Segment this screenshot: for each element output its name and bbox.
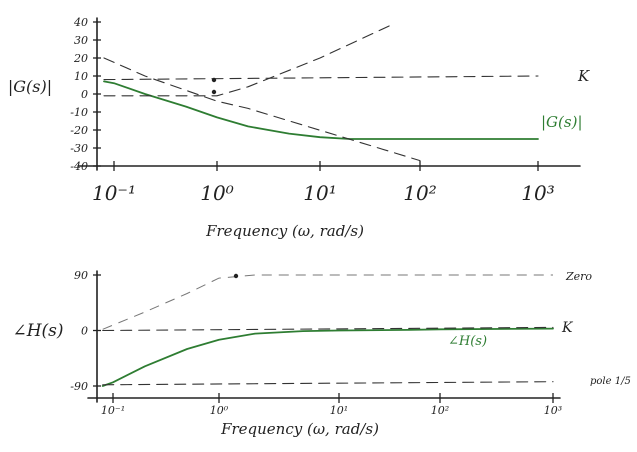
annotation-label: K	[577, 67, 590, 85]
annotation-label: |G(s)|	[541, 113, 583, 131]
y-tick-label: 30	[74, 34, 88, 47]
x-tick-label: 10⁰	[210, 404, 229, 417]
x-axis-title: Frequency (ω, rad/s)	[220, 420, 379, 438]
asymptote-line	[103, 57, 421, 162]
phase-plot: 90 0 -90 10⁻¹ 10⁰ 10¹ 10² 10³ Frequency (ω, rad/…	[12, 269, 630, 438]
asymptote-line	[102, 274, 553, 330]
response-curve	[101, 327, 554, 387]
x-tick-label: 10¹	[330, 404, 348, 417]
x-tick-label: 10⁻¹	[101, 404, 125, 417]
marker-dot	[233, 273, 239, 279]
y-tick-label: 90	[74, 269, 88, 282]
y-tick-label: 40	[73, 16, 88, 29]
marker-dot	[211, 77, 217, 83]
y-axis-title: |G(s)|	[8, 77, 52, 96]
x-tick-label: 10³	[544, 404, 562, 417]
x-tick-label: 10⁻¹	[92, 181, 136, 205]
y-tick-label: -40	[70, 160, 88, 173]
x-tick-label: 10⁰	[200, 181, 233, 205]
y-tick-label: -20	[70, 124, 88, 137]
annotation-label: Zero	[565, 270, 592, 283]
marker-dot	[211, 89, 217, 95]
y-axis-title: ∠H(s)	[12, 321, 63, 341]
magnitude-plot: 40 30 20 10 0 -10 -20 -30 -40 10⁻¹ 10⁰ 10¹ 10² 10³ Fre…	[8, 16, 590, 240]
y-tick-label: 10	[74, 70, 88, 83]
asymptote-line	[103, 75, 539, 81]
y-tick-label: 0	[81, 88, 88, 101]
y-tick-label: -90	[70, 380, 88, 393]
y-tick-label: -30	[70, 142, 88, 155]
x-tick-label: 10¹	[303, 181, 336, 205]
annotation-label: K	[561, 320, 574, 336]
asymptote-line	[103, 25, 391, 97]
y-tick-label: 20	[73, 52, 88, 65]
y-tick-label: 0	[81, 325, 88, 338]
x-tick-label: 10³	[521, 181, 554, 205]
asymptote-line	[102, 381, 554, 386]
y-tick-label: -10	[70, 106, 88, 119]
annotation-label: pole 1/5	[590, 376, 631, 387]
annotation-label: ∠H(s)	[448, 334, 487, 349]
asymptote-line	[102, 326, 554, 332]
x-tick-label: 10²	[403, 181, 436, 205]
x-axis-title: Frequency (ω, rad/s)	[205, 222, 364, 240]
response-curve	[103, 80, 539, 140]
x-tick-label: 10²	[431, 404, 449, 417]
